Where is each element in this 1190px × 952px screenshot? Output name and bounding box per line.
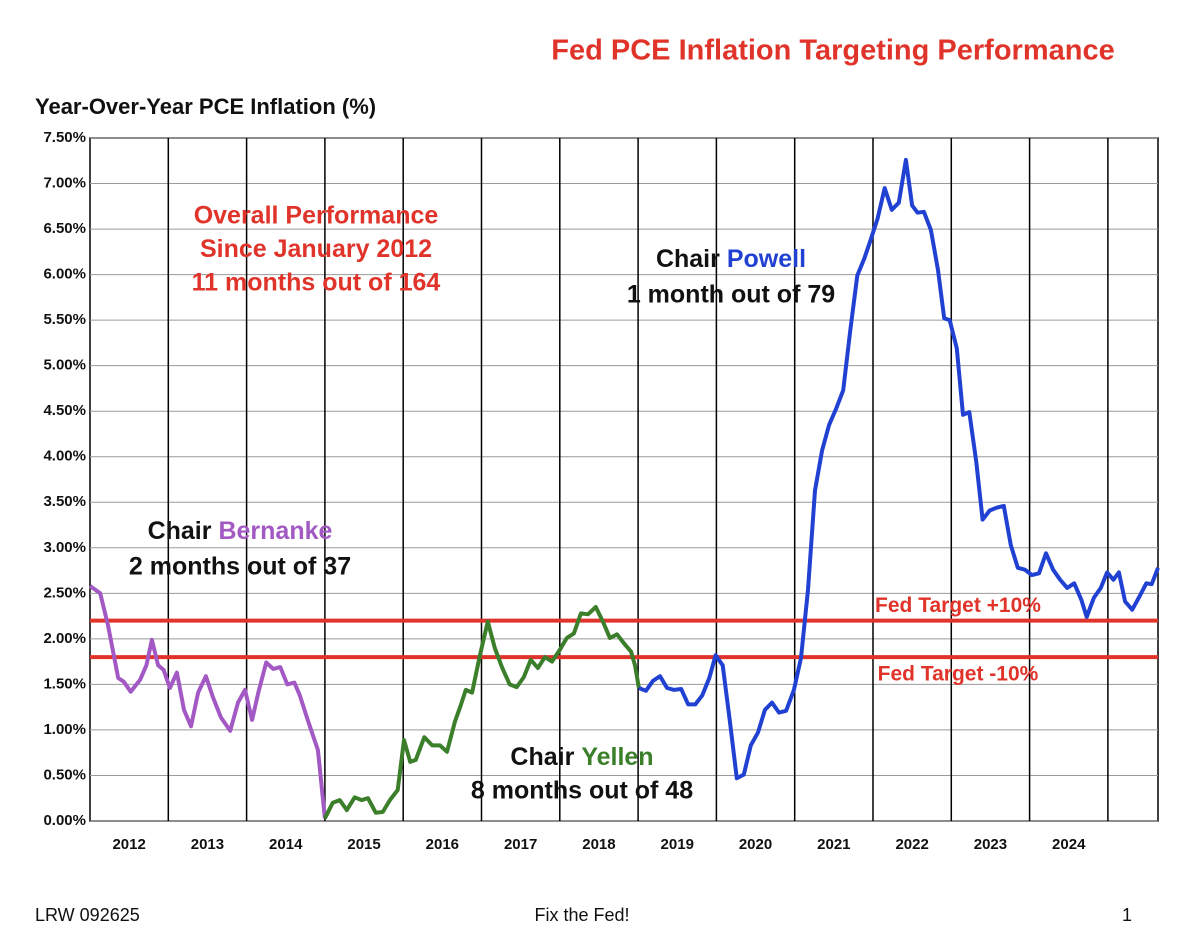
summary-line: Since January 2012 [200,235,432,263]
summary-line: Overall Performance [194,202,439,230]
reference-label: Fed Target +10% [875,594,1041,617]
x-tick-label: 2016 [426,836,459,853]
chair-prefix: Chair [510,743,574,771]
chair-label: Chair Yellen [510,743,653,771]
y-tick-label: 4.50% [43,402,86,419]
y-tick-label: 5.00% [43,357,86,374]
chair-name: Bernanke [218,517,332,545]
series-line [323,605,641,820]
chart-title: Fed PCE Inflation Targeting Performance [551,35,1114,67]
footer-left: LRW 092625 [35,905,140,925]
y-tick-label: 7.50% [43,129,86,146]
y-tick-label: 6.50% [43,220,86,237]
x-tick-label: 2024 [1052,836,1086,853]
y-tick-label: 3.00% [43,539,86,556]
chair-prefix: Chair [656,245,720,273]
y-tick-label: 5.50% [43,311,86,328]
footer-right: 1 [1122,905,1132,925]
series-line [638,157,1160,781]
footer-center: Fix the Fed! [534,905,629,925]
chair-name: Powell [727,245,806,273]
chair-detail: 8 months out of 48 [471,777,693,805]
y-axis-label: Year-Over-Year PCE Inflation (%) [35,94,376,119]
chair-prefix: Chair [148,517,212,545]
x-tick-label: 2017 [504,836,537,853]
reference-label: Fed Target -10% [878,663,1039,686]
chair-label: Chair Bernanke [148,517,333,545]
x-tick-label: 2021 [817,836,850,853]
y-tick-label: 6.00% [43,266,86,283]
x-tick-label: 2012 [112,836,145,853]
y-tick-label: 1.00% [43,721,86,738]
x-tick-label: 2023 [974,836,1007,853]
chair-detail: 1 month out of 79 [627,281,835,309]
chair-name: Yellen [581,743,653,771]
chair-detail: 2 months out of 37 [129,553,351,581]
chair-label: Chair Powell [656,245,806,273]
x-tick-label: 2020 [739,836,772,853]
x-tick-label: 2019 [661,836,694,853]
y-tick-label: 0.50% [43,766,86,783]
y-tick-label: 0.00% [43,812,86,829]
y-tick-label: 2.50% [43,584,86,601]
y-tick-label: 2.00% [43,630,86,647]
x-tick-label: 2013 [191,836,224,853]
summary-line: 11 months out of 164 [192,269,441,297]
x-tick-label: 2015 [347,836,380,853]
x-tick-label: 2018 [582,836,615,853]
y-tick-label: 4.00% [43,448,86,465]
x-tick-label: 2022 [895,836,928,853]
series-line [88,584,327,819]
y-tick-label: 3.50% [43,493,86,510]
y-tick-label: 1.50% [43,675,86,692]
y-tick-label: 7.00% [43,175,86,192]
x-tick-label: 2014 [269,836,303,853]
